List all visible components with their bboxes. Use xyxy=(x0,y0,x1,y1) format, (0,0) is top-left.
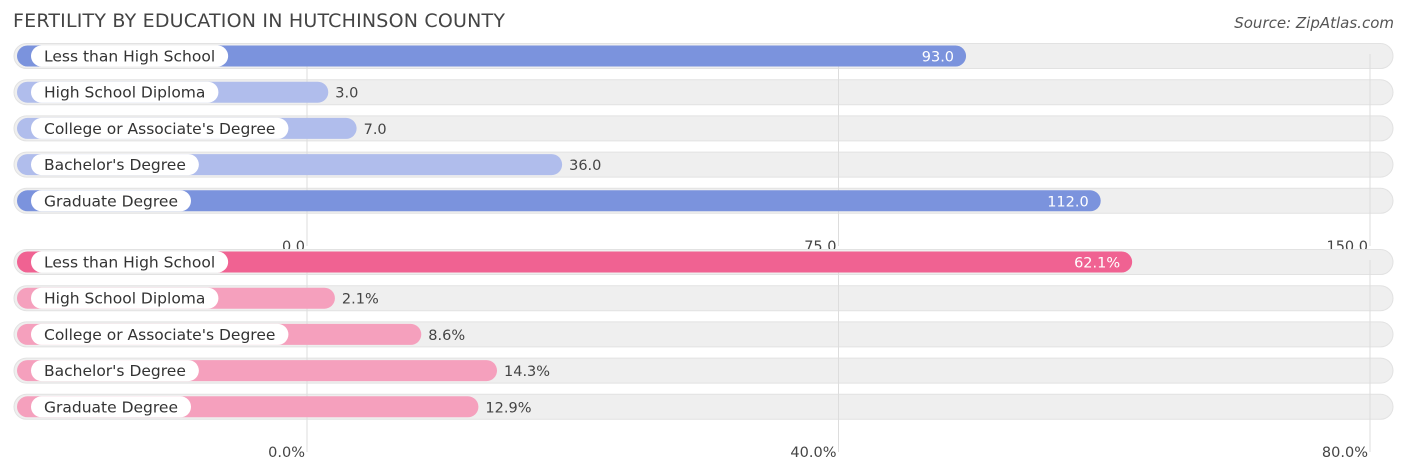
category-label: Less than High School xyxy=(44,48,215,66)
value-label: 12.9% xyxy=(485,400,531,416)
value-label: 3.0 xyxy=(335,86,358,102)
category-label-pill xyxy=(31,117,289,139)
category-label-pill xyxy=(31,396,191,418)
category-label-pill xyxy=(31,81,219,103)
chart-title: FERTILITY BY EDUCATION IN HUTCHINSON COU… xyxy=(13,10,506,32)
bar-less-than-high-school xyxy=(17,251,1133,273)
bar-track xyxy=(13,79,1394,106)
bar-less-than-high-school xyxy=(17,45,967,67)
category-label: Less than High School xyxy=(44,254,215,272)
value-label: 112.0 xyxy=(1047,194,1089,210)
category-label: High School Diploma xyxy=(44,290,205,308)
value-label: 36.0 xyxy=(569,158,601,174)
value-label: 62.1% xyxy=(1074,256,1120,272)
tick-label: 0.0% xyxy=(268,445,305,461)
category-label-pill xyxy=(31,190,191,212)
value-label: 7.0 xyxy=(364,122,387,138)
bar-track xyxy=(13,285,1394,312)
category-label-pill xyxy=(31,287,219,309)
bar-graduate-degree xyxy=(17,190,1101,212)
category-label-pill xyxy=(31,323,289,345)
category-label: Graduate Degree xyxy=(44,192,178,210)
category-label-pill xyxy=(31,154,199,176)
category-label: Bachelor's Degree xyxy=(44,362,186,380)
bar-track xyxy=(13,115,1394,142)
category-label-pill xyxy=(31,45,229,67)
category-label-pill xyxy=(31,360,199,382)
value-label: 14.3% xyxy=(504,364,550,380)
tick-label: 80.0% xyxy=(1322,445,1368,461)
category-label: Graduate Degree xyxy=(44,398,178,416)
category-label-pill xyxy=(31,251,229,273)
category-label: High School Diploma xyxy=(44,84,205,102)
tick-label: 40.0% xyxy=(790,445,836,461)
category-label: Bachelor's Degree xyxy=(44,156,186,174)
category-label: College or Associate's Degree xyxy=(44,120,275,138)
source-credit: Source: ZipAtlas.com xyxy=(1234,14,1394,32)
value-label: 2.1% xyxy=(342,292,379,308)
category-label: College or Associate's Degree xyxy=(44,326,275,344)
value-label: 8.6% xyxy=(428,328,465,344)
value-label: 93.0 xyxy=(922,50,954,66)
